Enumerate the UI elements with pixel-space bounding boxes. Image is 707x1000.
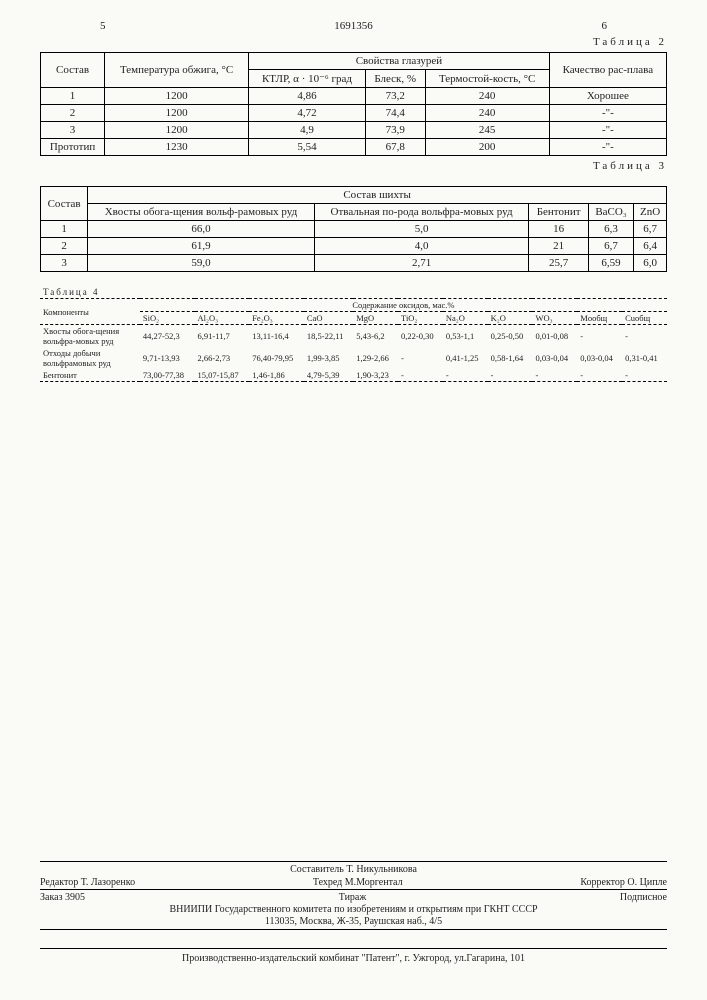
- table-row: 261,94,0216,76,4: [41, 238, 667, 255]
- t2-h-group: Свойства глазурей: [249, 53, 550, 70]
- t2-h-blesk: Блеск, %: [365, 70, 425, 88]
- credit-editor: Редактор Т. Лазоренко: [40, 877, 135, 888]
- credit-org1: ВНИИПИ Государственного комитета по изоб…: [40, 904, 667, 915]
- page-left: 5: [100, 20, 106, 32]
- doc-number: 1691356: [40, 20, 667, 32]
- t3-h-baco: BaCO₃: [588, 204, 633, 221]
- table3-label: Таблица 3: [40, 160, 667, 172]
- credit-corrector: Корректор О. Ципле: [580, 877, 667, 888]
- t3-h-sostav: Состав: [41, 187, 88, 221]
- table-row: 312004,973,9245-"-: [41, 122, 667, 139]
- table2-label: Таблица 2: [40, 36, 667, 48]
- t4-h-group: Содержание оксидов, мас.%: [140, 299, 667, 312]
- page-right: 6: [602, 20, 608, 32]
- table-row: Прототип12305,5467,8200-"-: [41, 139, 667, 156]
- table-row: 112004,8673,2240Хорошее: [41, 88, 667, 105]
- t3-h-group: Состав шихты: [88, 187, 667, 204]
- table-row: 212004,7274,4240-"-: [41, 105, 667, 122]
- t3-h-hv: Хвосты обога-щения вольф-рамовых руд: [88, 204, 314, 221]
- credit-tehred: Техред М.Моргентал: [313, 877, 403, 888]
- t2-h-ktlr: КТЛР, α · 10⁻⁶ град: [249, 70, 366, 88]
- table-row: Хвосты обога-щения вольфра-мовых руд44,2…: [40, 325, 667, 348]
- t3-h-zno: ZnO: [634, 204, 667, 221]
- table-row: Отходы добычи вольфрамовых руд9,71-13,93…: [40, 347, 667, 369]
- table-row: Бентонит73,00-77,3815,07-15,871,46-1,864…: [40, 369, 667, 382]
- credit-org2: 113035, Москва, Ж-35, Раушская наб., 4/5: [40, 916, 667, 930]
- credit-podpisnoe: Подписное: [620, 892, 667, 903]
- table-row: 359,02,7125,76,596,0: [41, 255, 667, 272]
- credit-tirazh: Тираж: [339, 892, 367, 903]
- t2-h-kach: Качество рас-плава: [549, 53, 666, 88]
- credits-block: Составитель Т. Никульникова Редактор Т. …: [40, 861, 667, 930]
- t3-h-otv: Отвальная по-рода вольфра-мовых руд: [314, 204, 529, 221]
- credit-zakaz: Заказ 3905: [40, 892, 85, 903]
- table4-label: Таблица 4: [40, 286, 667, 299]
- table-row: 166,05,0166,36,7: [41, 221, 667, 238]
- credit-compiler: Составитель Т. Никульникова: [40, 864, 667, 875]
- t2-h-temp: Температура обжига, °С: [105, 53, 249, 88]
- footer: Производственно-издательский комбинат "П…: [40, 948, 667, 964]
- table4: Таблица 4 Компоненты Содержание оксидов,…: [40, 286, 667, 382]
- table2: Состав Температура обжига, °С Свойства г…: [40, 52, 667, 156]
- table3: Состав Состав шихты Хвосты обога-щения в…: [40, 186, 667, 272]
- t3-h-ben: Бентонит: [529, 204, 588, 221]
- t4-h-comp: Компоненты: [40, 299, 140, 325]
- t2-h-sostav: Состав: [41, 53, 105, 88]
- t2-h-termo: Термостой-кость, °С: [425, 70, 549, 88]
